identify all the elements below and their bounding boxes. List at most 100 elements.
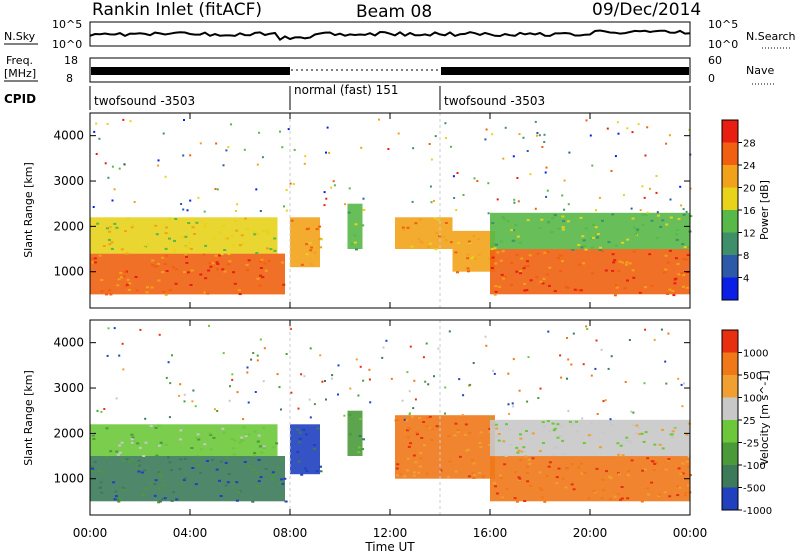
echo-speckle xyxy=(267,233,271,236)
echo-speckle xyxy=(676,263,680,265)
echo-region-4 xyxy=(395,415,495,479)
echo-speckle xyxy=(240,242,244,245)
echo-speckle xyxy=(155,265,159,268)
echo-speckle xyxy=(456,429,460,432)
echo-speckle xyxy=(153,483,157,486)
echo-speckle xyxy=(679,472,683,475)
echo-speckle xyxy=(490,248,494,251)
colorbar-tick-label: -500 xyxy=(743,484,766,495)
echo-speckle xyxy=(508,444,512,446)
echo-speckle xyxy=(525,289,529,292)
echo-speckle xyxy=(572,488,576,491)
echo-speckle xyxy=(185,261,189,264)
echo-speckle xyxy=(405,419,409,422)
power-panel: 4000 3000 2000 1000 Slant Range [km] 28 24 20… xyxy=(22,112,771,309)
echo-scatter xyxy=(183,393,186,396)
echo-speckle xyxy=(466,448,470,451)
echo-speckle xyxy=(239,439,243,442)
echo-speckle xyxy=(172,249,176,252)
echo-scatter xyxy=(473,177,476,180)
velocity-y-label: Slant Range [km] xyxy=(22,370,35,466)
echo-speckle xyxy=(165,226,169,229)
echo-speckle xyxy=(582,442,586,445)
echo-speckle xyxy=(667,458,671,461)
echo-speckle xyxy=(141,494,145,497)
echo-speckle xyxy=(164,293,168,296)
echo-scatter xyxy=(429,185,432,188)
echo-scatter xyxy=(453,197,456,199)
echo-speckle xyxy=(638,291,642,294)
echo-scatter xyxy=(492,369,495,372)
echo-speckle xyxy=(522,446,526,449)
echo-speckle xyxy=(499,477,503,479)
echo-speckle xyxy=(158,472,162,475)
echo-speckle xyxy=(538,471,542,474)
echo-speckle xyxy=(188,242,192,245)
echo-speckle xyxy=(109,450,113,453)
echo-speckle xyxy=(412,454,416,457)
echo-speckle xyxy=(272,473,276,476)
echo-speckle xyxy=(153,265,157,268)
echo-speckle xyxy=(571,249,575,251)
echo-speckle xyxy=(636,427,640,430)
echo-speckle xyxy=(297,460,301,463)
echo-region-1 xyxy=(90,217,278,254)
echo-speckle xyxy=(173,251,177,254)
echo-speckle xyxy=(675,238,679,241)
echo-scatter xyxy=(309,416,312,419)
echo-speckle xyxy=(578,263,582,266)
echo-scatter xyxy=(606,127,609,130)
echo-speckle xyxy=(276,466,280,469)
echo-scatter xyxy=(107,327,110,330)
echo-scatter xyxy=(630,207,633,210)
noise-trace xyxy=(89,29,691,42)
echo-speckle xyxy=(271,446,275,449)
echo-scatter xyxy=(572,332,575,335)
echo-speckle xyxy=(126,217,130,220)
colorbar-swatch xyxy=(722,330,738,353)
echo-scatter xyxy=(189,199,192,202)
echo-scatter xyxy=(360,146,363,149)
echo-speckle xyxy=(503,463,507,466)
echo-scatter xyxy=(297,407,300,410)
echo-speckle xyxy=(464,433,468,436)
echo-speckle xyxy=(183,477,187,480)
echo-speckle xyxy=(687,465,691,468)
nave-tick-top: 60 xyxy=(708,54,722,67)
echo-speckle xyxy=(641,213,645,216)
freq-tick-top: 18 xyxy=(64,54,78,67)
echo-speckle xyxy=(112,481,116,484)
echo-speckle xyxy=(494,262,498,265)
echo-scatter xyxy=(485,128,488,131)
echo-speckle xyxy=(591,236,595,239)
echo-speckle xyxy=(619,444,623,447)
echo-speckle xyxy=(617,453,621,456)
echo-region-3 xyxy=(347,410,363,456)
echo-speckle xyxy=(244,217,247,220)
echo-scatter xyxy=(680,204,683,207)
echo-speckle xyxy=(170,499,174,502)
echo-speckle xyxy=(681,462,685,465)
echo-speckle xyxy=(173,239,176,242)
echo-scatter xyxy=(411,200,414,203)
echo-speckle xyxy=(203,291,207,294)
echo-speckle xyxy=(524,455,528,458)
echo-scatter xyxy=(513,201,516,204)
echo-speckle xyxy=(653,463,657,465)
echo-speckle xyxy=(472,234,476,237)
echo-speckle xyxy=(678,486,682,489)
echo-speckle xyxy=(257,434,261,437)
echo-speckle xyxy=(681,243,685,246)
echo-scatter xyxy=(493,372,496,375)
echo-scatter xyxy=(581,417,584,420)
echo-speckle xyxy=(266,229,270,231)
echo-scatter xyxy=(641,185,644,188)
echo-scatter xyxy=(512,358,515,361)
echo-scatter xyxy=(408,413,411,416)
echo-speckle xyxy=(636,228,640,231)
echo-region-7 xyxy=(490,212,690,250)
echo-speckle xyxy=(503,275,507,278)
echo-speckle xyxy=(664,254,668,257)
echo-speckle xyxy=(614,244,618,247)
echo-scatter xyxy=(682,208,685,211)
